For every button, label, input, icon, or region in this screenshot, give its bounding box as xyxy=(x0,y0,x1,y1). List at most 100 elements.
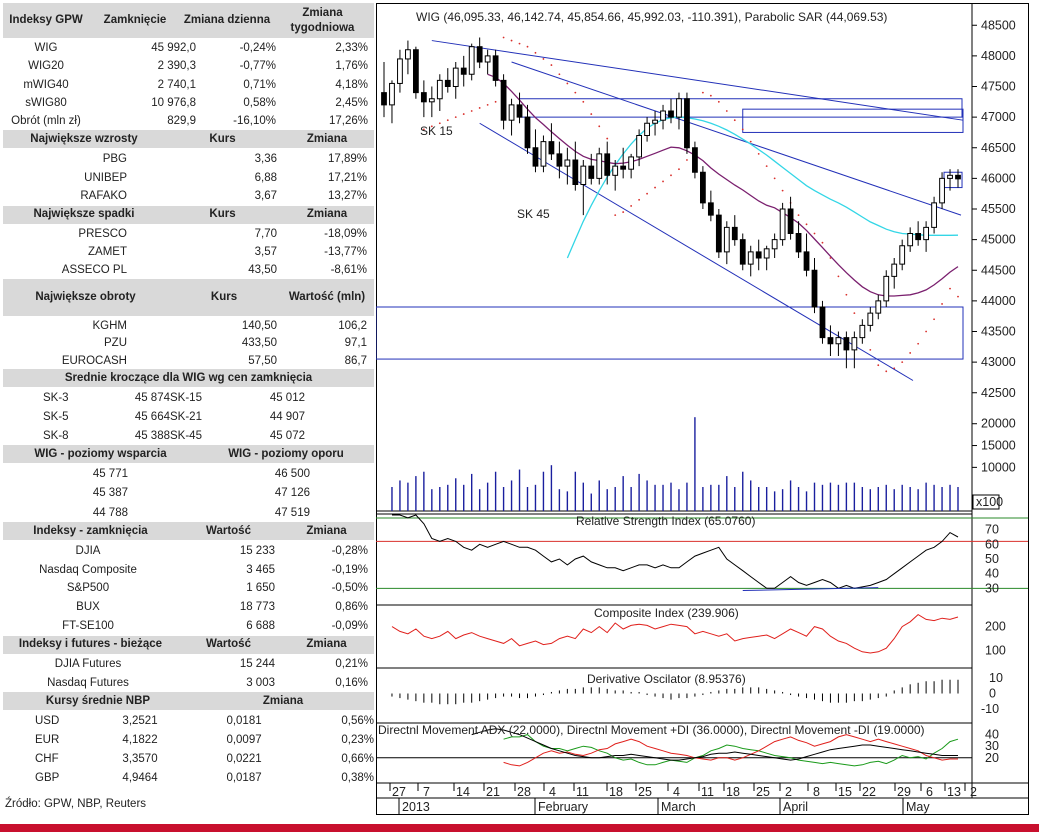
gpw-cell: 45 992,0 xyxy=(151,42,196,55)
candle-body xyxy=(843,337,850,351)
moving_avg-row: SK-8 45 388 SK-45 45 072 xyxy=(3,426,374,445)
losers-cell: 7,70 xyxy=(254,227,277,240)
nbp-cell: GBP xyxy=(35,771,60,784)
candle-body xyxy=(524,116,531,149)
closing-cell: S&P500 xyxy=(66,582,110,595)
x-tick-label: 7 xyxy=(423,785,430,799)
losers-header-cell: Największe spadki xyxy=(33,208,135,221)
sar-dot xyxy=(454,116,457,119)
losers-cell: -8,61% xyxy=(330,264,367,277)
gainers-header-cell: Zmiana xyxy=(306,132,348,145)
futures-header: Indeksy i futures - bieżące Wartość Zmiana xyxy=(3,635,374,655)
x-tick-label: 2 xyxy=(785,785,792,799)
rsi-tick-label: 60 xyxy=(985,537,999,551)
sar-dot xyxy=(438,122,441,125)
gpw-cell: sWIG80 xyxy=(25,97,67,110)
gainers-cell: 13,27% xyxy=(327,190,367,203)
rsi-title: Relative Strength Index (65.0760) xyxy=(576,514,755,528)
gpw-cell: 10 976,8 xyxy=(151,97,196,110)
gpw-cell: WIG xyxy=(34,42,58,55)
candle-body xyxy=(660,110,666,121)
sar-dot xyxy=(662,180,664,183)
sar-dot xyxy=(709,94,712,97)
candle-body xyxy=(612,165,619,176)
losers-cell: PRESCO xyxy=(78,227,127,240)
sar-dot xyxy=(957,295,959,298)
gainers-cell: 6,88 xyxy=(254,171,277,184)
gainers-row: PBG 3,36 17,89% xyxy=(3,149,374,168)
candle-body xyxy=(851,337,858,351)
source-note: Źródło: GPW, NBP, Reuters xyxy=(5,798,147,810)
candle-body xyxy=(532,147,539,167)
gainers-header-cell: Największe wzrosty xyxy=(30,132,138,145)
sar-dot xyxy=(574,91,577,94)
turnover-cell: 106,2 xyxy=(338,320,367,333)
chart-frame xyxy=(376,3,1029,815)
x-tick-label: 14 xyxy=(456,785,470,799)
candle-body xyxy=(412,49,419,94)
candle-body xyxy=(684,98,690,149)
sar-dot xyxy=(534,51,537,54)
candle-body xyxy=(771,239,778,250)
nbp-row: USD 3,2521 0,0181 0,56% xyxy=(3,711,374,730)
gpw-cell: 1,76% xyxy=(335,60,368,73)
sar-dot xyxy=(630,205,633,207)
sar-dot xyxy=(885,370,888,373)
sar-dot xyxy=(686,159,688,161)
do-tick-label: 0 xyxy=(989,687,996,701)
price-tick-label: 46500 xyxy=(981,141,1016,155)
nbp-cell: 0,0097 xyxy=(226,733,262,746)
nbp-cell: 4,9464 xyxy=(122,771,158,784)
candle-body xyxy=(891,263,898,277)
sar-dot xyxy=(558,73,561,76)
nbp-cell: 0,0187 xyxy=(226,771,262,784)
futures-row: Nasdaq Futures 3 003 0,16% xyxy=(3,674,374,693)
levels-row: 44 788 47 519 xyxy=(3,503,374,522)
nbp-cell: 0,23% xyxy=(341,733,374,746)
resistance-zone-lower xyxy=(742,108,964,133)
moving_avg-header: Średnie kroczące dla WIG wg cen zamknięc… xyxy=(3,369,374,389)
levels-cell: 44 788 xyxy=(92,506,128,519)
closing-cell: 0,86% xyxy=(335,601,368,614)
candle-body xyxy=(564,159,571,167)
latest-candle-box xyxy=(943,171,963,189)
candle-body xyxy=(739,239,746,265)
sar-dot xyxy=(701,91,704,94)
nbp-header-cell: Kursy średnie NBP xyxy=(45,694,151,707)
moving_avg-cell: 45 874 xyxy=(134,391,170,404)
candle-body xyxy=(907,233,914,247)
candle-body xyxy=(787,208,794,234)
candle-body xyxy=(955,174,961,180)
closing-cell: -0,09% xyxy=(331,620,368,633)
gpw-header-cell: Indeksy GPW xyxy=(9,14,83,26)
losers-row: PRESCO 7,70 -18,09% xyxy=(3,225,374,243)
gainers-cell: PBG xyxy=(102,152,127,165)
closing-cell: 15 233 xyxy=(239,544,275,557)
gpw-cell: 2 390,3 xyxy=(157,60,196,73)
sar-dot xyxy=(813,232,816,235)
closing-header: Indeksy - zamknięcia Wartość Zmiana xyxy=(3,522,374,542)
levels-row: 45 771 46 500 xyxy=(3,464,374,483)
sar-dot xyxy=(678,168,680,171)
x-tick-label: 29 xyxy=(897,785,911,799)
losers-row: ZAMET 3,57 -13,77% xyxy=(3,243,374,261)
sar-dot xyxy=(829,257,832,259)
sar-dot xyxy=(837,275,840,278)
candle-body xyxy=(452,67,459,87)
losers-header-cell: Zmiana xyxy=(306,208,348,221)
month-label: May xyxy=(906,800,930,814)
candle-body xyxy=(540,141,547,167)
nbp-cell: 0,0181 xyxy=(226,714,262,727)
ci-tick-label: 100 xyxy=(985,644,1006,658)
sk15-label: SK 15 xyxy=(420,124,453,138)
candle-body xyxy=(588,165,595,179)
do-tick-label: 10 xyxy=(989,671,1003,685)
sar-dot xyxy=(717,100,720,103)
candle-body xyxy=(636,135,643,158)
nbp-header-cell: Zmiana xyxy=(262,694,304,707)
price-tick-label: 44000 xyxy=(981,294,1016,308)
gpw-row: WIG 45 992,0 -0,24% 2,33% xyxy=(3,39,374,57)
turnover-cell: EUROCASH xyxy=(61,354,127,367)
x-tick-label: 15 xyxy=(838,785,852,799)
sar-dot xyxy=(582,100,585,103)
